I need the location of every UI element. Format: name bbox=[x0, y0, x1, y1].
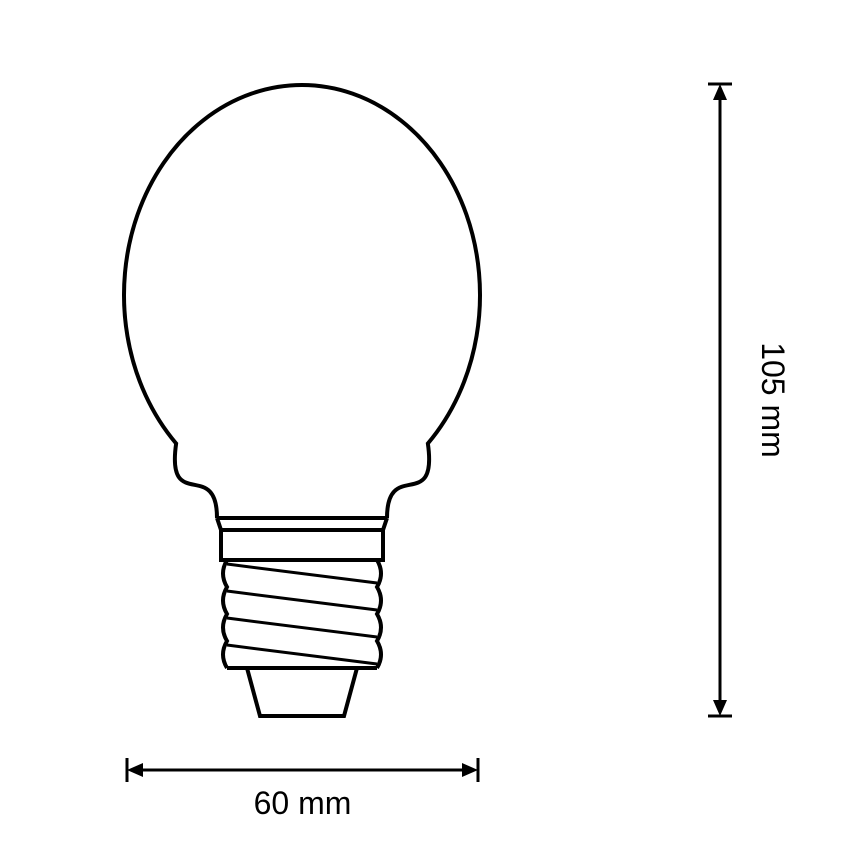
thread-line bbox=[227, 645, 377, 664]
dim-width-label: 60 mm bbox=[254, 785, 352, 821]
thread-line bbox=[227, 618, 377, 637]
dim-width-arrow-left bbox=[127, 763, 143, 777]
contact-tip bbox=[247, 668, 357, 716]
bulb-globe bbox=[124, 85, 480, 518]
thread-left-outline bbox=[223, 560, 227, 668]
dim-height-arrow-bottom bbox=[713, 700, 727, 716]
dim-height-arrow-top bbox=[713, 84, 727, 100]
dim-height-label: 105 mm bbox=[755, 342, 791, 458]
collar-rect bbox=[221, 530, 383, 560]
thread-line bbox=[227, 591, 377, 610]
thread-line bbox=[227, 564, 377, 583]
thread-right-outline bbox=[377, 560, 381, 668]
dim-width-arrow-right bbox=[462, 763, 478, 777]
